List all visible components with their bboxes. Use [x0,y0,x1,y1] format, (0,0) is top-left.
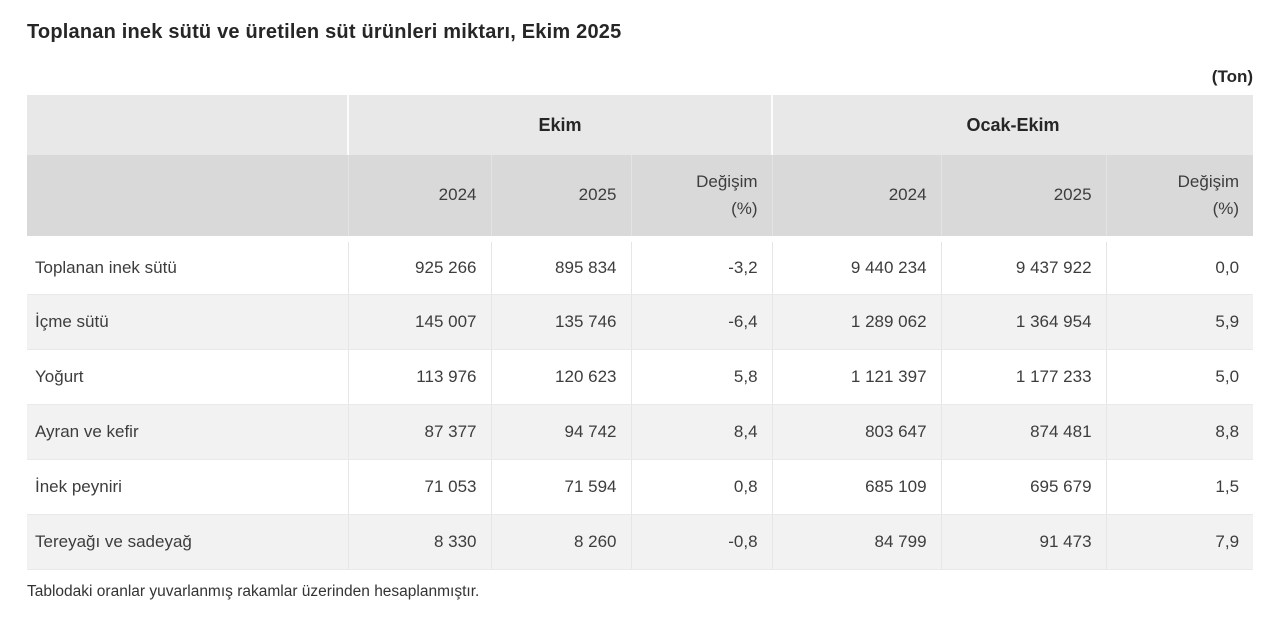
table-row: Ayran ve kefir 87 377 94 742 8,4 803 647… [27,404,1254,460]
cell-value: 71 594 [490,459,631,515]
milk-products-table: Ekim Ocak-Ekim 2024 2025 Değişim (%) 202… [27,95,1254,570]
table-body: Toplanan inek sütü 925 266 895 834 -3,2 … [27,239,1254,570]
header-sub-row: 2024 2025 Değişim (%) 2024 2025 Değişim … [27,155,1254,242]
col-header-ocakekim-degisim: Değişim (%) [1105,155,1254,242]
col-header-ocakekim-2024: 2024 [771,155,942,242]
cell-value: -6,4 [630,294,773,350]
cell-value: 8 330 [347,514,491,570]
row-label: Yoğurt [27,349,348,405]
cell-value: 5,0 [1105,349,1254,405]
footnote: Tablodaki oranlar yuvarlanmış rakamlar ü… [27,582,480,600]
cell-value: 0,0 [1105,239,1254,295]
row-label: Tereyağı ve sadeyağ [27,514,348,570]
cell-value: 685 109 [771,459,942,515]
row-label: Toplanan inek sütü [27,239,348,295]
cell-value: 803 647 [771,404,942,460]
header-group-row: Ekim Ocak-Ekim [27,95,1254,155]
col-header-ekim-degisim: Değişim (%) [630,155,773,242]
cell-value: 135 746 [490,294,631,350]
cell-value: 94 742 [490,404,631,460]
cell-value: 1 364 954 [940,294,1107,350]
cell-value: 8,8 [1105,404,1254,460]
cell-value: 7,9 [1105,514,1254,570]
cell-value: 84 799 [771,514,942,570]
cell-value: 91 473 [940,514,1107,570]
row-label: Ayran ve kefir [27,404,348,460]
cell-value: 8,4 [630,404,773,460]
row-label: İçme sütü [27,294,348,350]
cell-value: 5,8 [630,349,773,405]
group-header-ekim: Ekim [346,95,773,155]
unit-label: (Ton) [1211,67,1253,86]
table-row: İçme sütü 145 007 135 746 -6,4 1 289 062… [27,294,1254,350]
row-label: İnek peyniri [27,459,348,515]
page-title: Toplanan inek sütü ve üretilen süt ürünl… [27,21,622,43]
cell-value: -3,2 [630,239,773,295]
cell-value: -0,8 [630,514,773,570]
table-row: İnek peyniri 71 053 71 594 0,8 685 109 6… [27,459,1254,515]
cell-value: 695 679 [940,459,1107,515]
cell-value: 8 260 [490,514,631,570]
cell-value: 1,5 [1105,459,1254,515]
cell-value: 71 053 [347,459,491,515]
table-header: Ekim Ocak-Ekim 2024 2025 Değişim (%) 202… [27,95,1254,242]
cell-value: 9 437 922 [940,239,1107,295]
cell-value: 120 623 [490,349,631,405]
cell-value: 0,8 [630,459,773,515]
col-header-ocakekim-2025: 2025 [940,155,1107,242]
cell-value: 145 007 [347,294,491,350]
cell-value: 1 289 062 [771,294,942,350]
col-header-ekim-2025: 2025 [490,155,631,242]
group-header-ocak-ekim: Ocak-Ekim [771,95,1254,155]
row-label-header [27,155,348,242]
table-row: Yoğurt 113 976 120 623 5,8 1 121 397 1 1… [27,349,1254,405]
cell-value: 5,9 [1105,294,1254,350]
cell-value: 1 177 233 [940,349,1107,405]
cell-value: 1 121 397 [771,349,942,405]
cell-value: 925 266 [347,239,491,295]
cell-value: 895 834 [490,239,631,295]
cell-value: 9 440 234 [771,239,942,295]
cell-value: 874 481 [940,404,1107,460]
table-row: Tereyağı ve sadeyağ 8 330 8 260 -0,8 84 … [27,514,1254,570]
col-header-ekim-2024: 2024 [347,155,491,242]
cell-value: 113 976 [347,349,491,405]
corner-cell [27,95,348,155]
cell-value: 87 377 [347,404,491,460]
table-row: Toplanan inek sütü 925 266 895 834 -3,2 … [27,239,1254,295]
